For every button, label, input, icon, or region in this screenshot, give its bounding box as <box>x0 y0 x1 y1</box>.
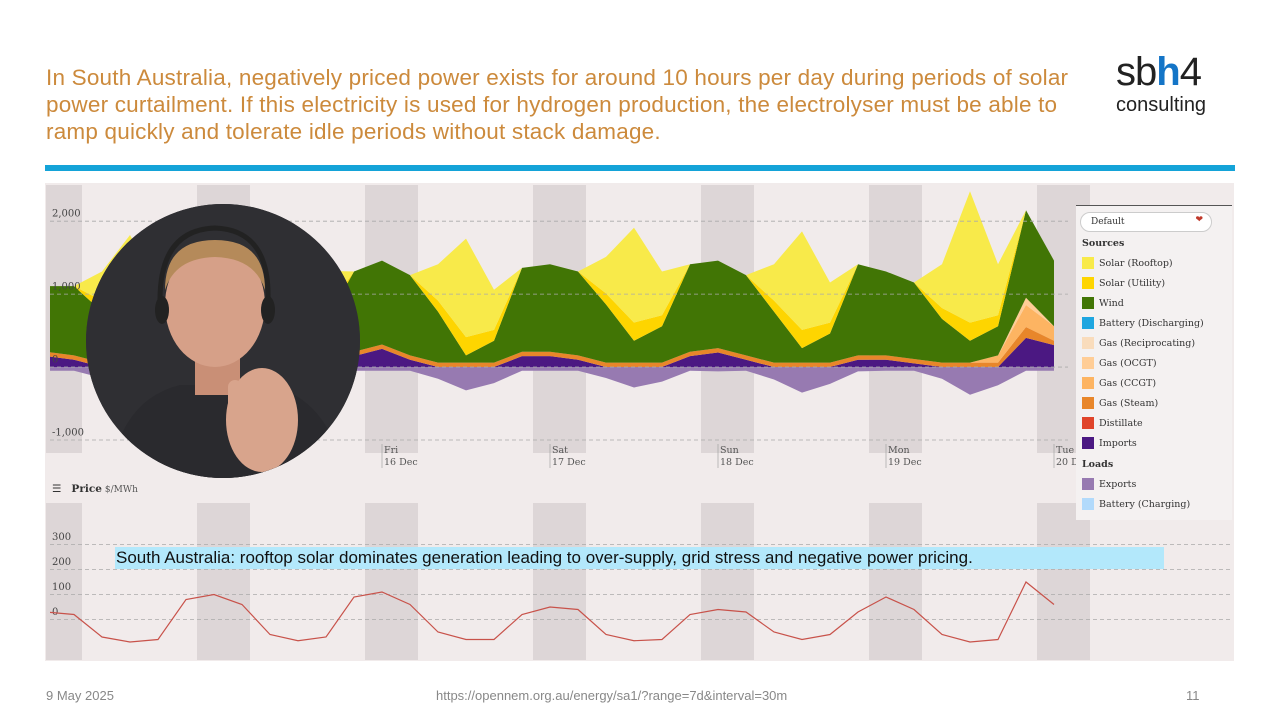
slide-title: In South Australia, negatively priced po… <box>46 65 1069 144</box>
legend: Default Sources Solar (Rooftop) Solar (Ut… <box>1076 205 1232 520</box>
y-tick-label: 2,000 <box>52 209 81 220</box>
legend-swatch <box>1082 337 1094 349</box>
logo-part: h <box>1156 50 1180 94</box>
webcam <box>86 204 360 478</box>
legend-item[interactable]: Wind <box>1076 293 1232 313</box>
legend-swatch <box>1082 397 1094 409</box>
legend-dropdown[interactable]: Default <box>1080 212 1212 232</box>
legend-swatch <box>1082 377 1094 389</box>
footer-url: https://opennem.org.au/energy/sa1/?range… <box>436 688 788 703</box>
logo-tagline: consulting <box>1116 94 1207 116</box>
legend-item[interactable]: Distillate <box>1076 413 1232 433</box>
y-tick-label: 300 <box>52 532 71 543</box>
y-tick-label: -1,000 <box>52 428 84 439</box>
y-tick-label: 1,000 <box>52 282 81 293</box>
legend-label: Gas (OCGT) <box>1099 357 1157 369</box>
night-band <box>533 503 586 660</box>
legend-item[interactable]: Solar (Rooftop) <box>1076 253 1232 273</box>
price-unit: $/MWh <box>104 485 138 495</box>
night-band <box>701 503 754 660</box>
legend-item[interactable]: Gas (OCGT) <box>1076 353 1232 373</box>
night-band <box>46 503 82 660</box>
logo-part: sb <box>1116 50 1157 94</box>
legend-item[interactable]: Battery (Discharging) <box>1076 313 1232 333</box>
legend-label: Solar (Rooftop) <box>1099 257 1173 269</box>
legend-swatch <box>1082 277 1094 289</box>
footer-page: 11 <box>1186 688 1200 703</box>
legend-swatch <box>1082 297 1094 309</box>
legend-item[interactable]: Gas (Steam) <box>1076 393 1232 413</box>
legend-item[interactable]: Gas (CCGT) <box>1076 373 1232 393</box>
divider <box>45 165 1235 171</box>
legend-item[interactable]: Gas (Reciprocating) <box>1076 333 1232 353</box>
price-title: Price <box>71 483 102 495</box>
area <box>50 210 1054 363</box>
legend-label: Solar (Utility) <box>1099 277 1166 289</box>
night-band <box>1037 503 1090 660</box>
legend-swatch <box>1082 317 1094 329</box>
legend-swatch <box>1082 478 1094 490</box>
legend-item[interactable]: Imports <box>1076 433 1232 453</box>
x-tick-label: Mon 19 Dec <box>888 445 922 468</box>
night-band <box>365 503 418 660</box>
legend-heading: Sources <box>1082 238 1125 249</box>
footer-date: 9 May 2025 <box>46 688 114 703</box>
legend-label: Imports <box>1099 437 1137 449</box>
legend-label: Battery (Charging) <box>1099 498 1191 510</box>
legend-swatch <box>1082 257 1094 269</box>
y-tick-label: 100 <box>52 582 71 593</box>
x-tick-label: Sat 17 Dec <box>552 445 586 468</box>
logo: sbh4 consulting <box>1116 50 1206 116</box>
legend-swatch <box>1082 498 1094 510</box>
y-tick-label: 0 <box>52 355 58 366</box>
legend-heading: Loads <box>1082 459 1114 470</box>
legend-label: Battery (Discharging) <box>1099 317 1204 329</box>
night-band <box>197 503 250 660</box>
legend-label: Gas (Steam) <box>1099 397 1159 409</box>
price-plot <box>50 581 1055 643</box>
night-band <box>869 503 922 660</box>
legend-label: Distillate <box>1099 417 1143 429</box>
logo-part: 4 <box>1179 50 1202 94</box>
legend-label: Exports <box>1099 478 1137 490</box>
legend-item[interactable]: Solar (Utility) <box>1076 273 1232 293</box>
y-tick-label: 200 <box>52 557 71 568</box>
legend-item[interactable]: Exports <box>1076 474 1232 494</box>
x-tick-label: Sun 18 Dec <box>720 445 754 468</box>
legend-label: Gas (Reciprocating) <box>1099 337 1196 349</box>
price-header: ☰ Price $/MWh <box>52 483 138 495</box>
legend-swatch <box>1082 357 1094 369</box>
caption: South Australia: rooftop solar dominates… <box>115 547 1164 569</box>
x-tick-label: Fri 16 Dec <box>384 445 418 468</box>
logo-mark: sbh4 <box>1116 50 1206 94</box>
legend-item[interactable]: Battery (Charging) <box>1076 494 1232 514</box>
legend-label: Gas (CCGT) <box>1099 377 1157 389</box>
legend-sources: Solar (Rooftop) Solar (Utility) Wind Batter… <box>1076 253 1232 453</box>
legend-loads: Exports Battery (Charging) <box>1076 474 1232 514</box>
price-line <box>50 581 1055 643</box>
area <box>50 337 1054 368</box>
legend-swatch <box>1082 417 1094 429</box>
legend-swatch <box>1082 437 1094 449</box>
legend-label: Wind <box>1099 297 1124 309</box>
